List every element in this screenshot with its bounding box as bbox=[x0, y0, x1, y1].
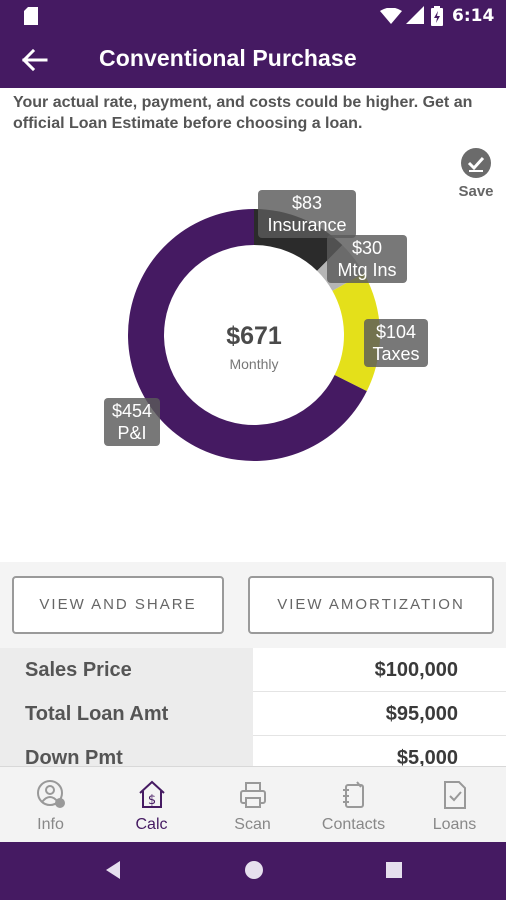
page-title: Conventional Purchase bbox=[99, 45, 357, 71]
nav-home-icon[interactable] bbox=[243, 859, 265, 881]
row-value: $5,000 bbox=[396, 747, 458, 766]
row-value: $100,000 bbox=[374, 659, 458, 681]
tooltip-insurance-label: Insurance bbox=[267, 215, 347, 235]
tooltip-mtg-ins-label: Mtg Ins bbox=[337, 260, 397, 280]
check-circle-icon bbox=[461, 148, 491, 178]
bottom-tab-bar: Info $ Calc Scan Contacts bbox=[0, 766, 506, 842]
row-value: $95,000 bbox=[385, 703, 458, 725]
table-row: Down Pmt $5,000 bbox=[0, 736, 506, 766]
document-check-icon bbox=[444, 781, 466, 809]
tooltip-p-and-i: $454 P&I bbox=[104, 398, 160, 446]
tab-scan-label: Scan bbox=[234, 816, 271, 833]
tab-scan[interactable]: Scan bbox=[202, 767, 303, 843]
tooltip-mtg-ins-value: $30 bbox=[351, 238, 383, 258]
tooltip-taxes-value: $104 bbox=[375, 322, 417, 342]
tab-contacts[interactable]: Contacts bbox=[303, 767, 404, 843]
wifi-icon bbox=[380, 8, 402, 24]
save-button[interactable]: Save bbox=[452, 147, 500, 200]
tab-info-label: Info bbox=[37, 816, 64, 833]
tooltip-p-and-i-label: P&I bbox=[117, 423, 147, 443]
tooltip-insurance-value: $83 bbox=[291, 193, 323, 213]
row-label: Sales Price bbox=[0, 648, 253, 692]
tab-calc[interactable]: $ Calc bbox=[101, 767, 202, 843]
tab-loans[interactable]: Loans bbox=[404, 767, 505, 843]
tooltip-taxes: $104 Taxes bbox=[364, 319, 428, 367]
back-arrow-icon[interactable] bbox=[20, 46, 50, 74]
loan-summary-table: Sales Price $100,000 Total Loan Amt $95,… bbox=[0, 648, 506, 766]
tooltip-mtg-ins: $30 Mtg Ins bbox=[327, 235, 407, 283]
row-label: Down Pmt bbox=[0, 736, 253, 766]
printer-icon bbox=[240, 782, 266, 808]
tab-info[interactable]: Info bbox=[0, 767, 101, 843]
tooltip-taxes-label: Taxes bbox=[372, 344, 420, 364]
view-amortization-button[interactable]: VIEW AMORTIZATION bbox=[248, 576, 494, 634]
tab-calc-label: Calc bbox=[135, 816, 168, 833]
sd-card-icon bbox=[24, 7, 38, 25]
row-label: Total Loan Amt bbox=[0, 692, 253, 736]
svg-text:$: $ bbox=[148, 793, 156, 808]
table-row: Sales Price $100,000 bbox=[0, 648, 506, 692]
donut-slice-p-i[interactable] bbox=[128, 209, 367, 461]
app-bar: Conventional Purchase bbox=[0, 32, 506, 88]
status-bar: 6:14 bbox=[0, 0, 506, 32]
house-dollar-icon: $ bbox=[139, 780, 165, 808]
tooltip-insurance: $83 Insurance bbox=[258, 190, 356, 238]
nav-recents-icon[interactable] bbox=[385, 859, 403, 881]
status-time: 6:14 bbox=[452, 6, 495, 26]
contacts-icon bbox=[343, 781, 364, 808]
nav-back-icon[interactable] bbox=[104, 859, 122, 881]
donut-chart: $671 Monthly $83 Insurance $30 Mtg Ins $… bbox=[0, 180, 506, 510]
system-nav-bar bbox=[0, 842, 506, 900]
info-person-icon bbox=[37, 780, 65, 808]
center-total-label: Monthly bbox=[229, 356, 279, 372]
tab-loans-label: Loans bbox=[432, 816, 477, 833]
cellular-icon bbox=[406, 6, 424, 24]
disclaimer-text: Your actual rate, payment, and costs cou… bbox=[13, 94, 473, 132]
save-label: Save bbox=[458, 183, 494, 200]
view-and-share-button[interactable]: VIEW AND SHARE bbox=[12, 576, 224, 634]
center-total-value: $671 bbox=[226, 322, 282, 350]
battery-icon bbox=[431, 6, 443, 26]
table-row: Total Loan Amt $95,000 bbox=[0, 692, 506, 736]
tab-contacts-label: Contacts bbox=[321, 816, 386, 833]
tooltip-p-and-i-value: $454 bbox=[111, 401, 153, 421]
